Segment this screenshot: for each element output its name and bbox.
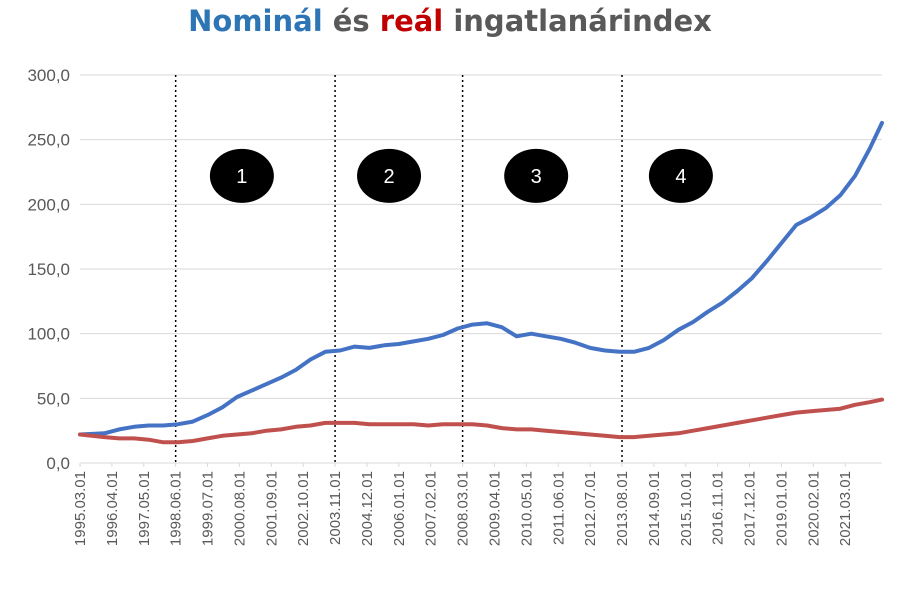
phase-marker	[357, 148, 422, 203]
x-tick-label: 1997.05.01	[136, 471, 153, 546]
x-tick-label: 2003.11.01	[327, 471, 344, 545]
nominal-series-line	[78, 120, 884, 437]
x-tick-label: 1998.06.01	[168, 471, 185, 546]
x-tick-label: 2007.02.01	[423, 471, 440, 546]
x-tick-label: 2017.12.01	[742, 471, 759, 546]
x-tick-label: 2002.10.01	[295, 471, 312, 546]
series-lines	[78, 120, 884, 445]
y-tick-label: 150,0	[27, 260, 70, 279]
phase-marker	[504, 148, 569, 203]
x-tick-label: 2012.07.01	[582, 471, 599, 546]
x-tick-label: 2015.10.01	[678, 471, 695, 546]
phase-number: 2	[383, 166, 394, 188]
phase-number: 4	[675, 166, 686, 188]
phase-number: 1	[236, 166, 247, 188]
x-tick-label: 2004.12.01	[359, 471, 376, 546]
title-nominal: Nominál	[188, 4, 323, 38]
x-tick-label: 2009.04.01	[486, 471, 503, 546]
phase-marker	[648, 148, 713, 203]
x-tick-label: 2013.08.01	[614, 471, 631, 546]
x-tick-label: 2006.01.01	[391, 471, 408, 546]
x-tick-label: 1996.04.01	[104, 471, 121, 546]
real-series-line	[78, 397, 884, 445]
x-tick-label: 1995.03.01	[72, 471, 89, 546]
x-axis-ticks: 1995.03.01 1996.04.01 1997.05.01 1998.06.01…	[72, 463, 854, 546]
y-tick-label: 300,0	[27, 66, 70, 85]
phase-number: 3	[531, 166, 542, 188]
y-tick-label: 200,0	[27, 195, 70, 214]
title-connector: és	[322, 4, 380, 38]
x-tick-label: 2010.05.01	[518, 471, 535, 546]
x-tick-label: 2021.03.01	[837, 471, 854, 546]
x-tick-label: 2020.02.01	[805, 471, 822, 546]
y-tick-label: 0,0	[46, 454, 70, 473]
phase-marker	[209, 148, 274, 203]
y-tick-label: 50,0	[37, 389, 70, 408]
y-tick-label: 250,0	[27, 131, 70, 150]
chart-title: Nominál és reál ingatlanárindex	[0, 4, 900, 38]
title-suffix: ingatlanárindex	[443, 4, 712, 38]
x-tick-label: 2008.03.01	[455, 471, 472, 546]
phase-markers: 1 2 3 4	[209, 148, 713, 203]
x-tick-label: 2001.09.01	[263, 471, 280, 546]
x-tick-label: 2000.08.01	[231, 471, 248, 546]
y-tick-label: 100,0	[27, 325, 70, 344]
title-real: reál	[379, 4, 444, 38]
x-tick-label: 1999.07.01	[200, 471, 217, 546]
y-axis-ticks: 0,0 50,0 100,0 150,0 200,0 250,0 300,0	[27, 66, 70, 473]
x-tick-label: 2014.09.01	[646, 471, 663, 546]
x-tick-label: 2016.11.01	[710, 471, 727, 545]
x-tick-label: 2019.01.01	[773, 471, 790, 546]
x-tick-label: 2011.06.01	[550, 471, 567, 545]
gridlines	[80, 74, 882, 464]
